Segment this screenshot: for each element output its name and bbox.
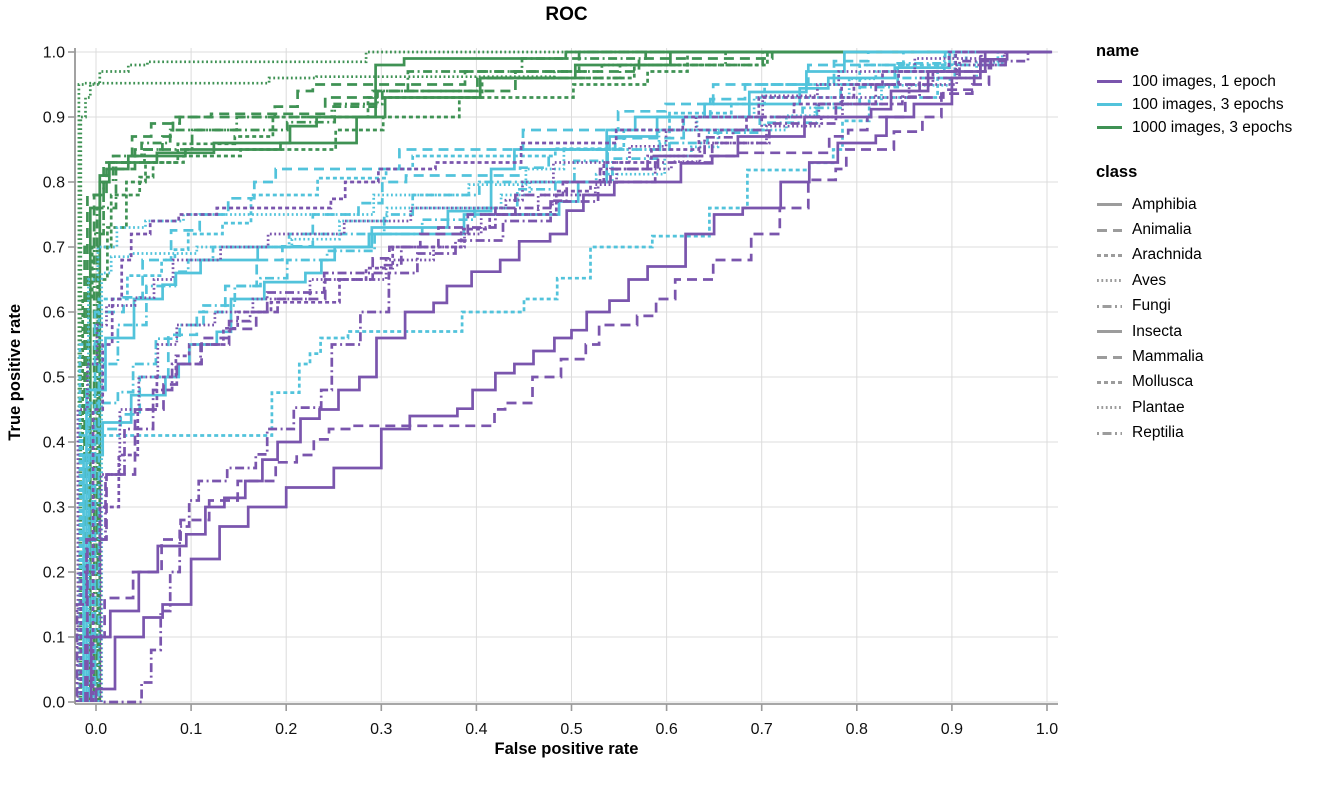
chart-title: ROC: [545, 4, 588, 25]
roc-curve: [77, 50, 1030, 702]
y-tick-label: 0.7: [43, 240, 65, 257]
legend-item-class: Amphibia: [1096, 192, 1336, 217]
roc-curve: [87, 50, 1041, 702]
legend-label: Insecta: [1132, 322, 1182, 340]
roc-curve: [81, 50, 1034, 702]
legend-item-name: 100 images, 1 epoch: [1096, 70, 1336, 93]
roc-curve: [94, 50, 1047, 702]
x-tick-label: 0.1: [180, 721, 202, 738]
legend-label: Reptilia: [1132, 424, 1184, 442]
legend: name 100 images, 1 epoch 100 images, 3 ep…: [1096, 42, 1336, 446]
legend-label: Aves: [1132, 271, 1167, 289]
legend-swatch-line: [1097, 406, 1122, 410]
x-tick-label: 0.0: [85, 721, 107, 738]
legend-item-name: 1000 images, 3 epochs: [1096, 116, 1336, 139]
legend-item-class: Mollusca: [1096, 370, 1336, 395]
y-axis-title-wrap: True positive rate: [6, 0, 25, 744]
roc-curve: [96, 50, 1049, 702]
legend-label: Amphibia: [1132, 195, 1197, 213]
legend-label: Mollusca: [1132, 373, 1194, 391]
x-tick-label: 0.8: [846, 721, 868, 738]
x-tick-label: 0.6: [655, 721, 677, 738]
x-axis-title: False positive rate: [494, 740, 639, 758]
legend-item-class: Mammalia: [1096, 344, 1336, 369]
roc-curve: [103, 50, 1055, 704]
roc-curve: [84, 50, 1037, 702]
legend-swatch-line: [1097, 330, 1122, 334]
legend-swatch-line: [1097, 279, 1122, 283]
legend-label: Animalia: [1132, 221, 1192, 239]
legend-label: 100 images, 1 epoch: [1132, 72, 1276, 90]
roc-curve: [89, 50, 1043, 702]
legend-item-name: 100 images, 3 epochs: [1096, 93, 1336, 116]
roc-curve: [86, 50, 1039, 702]
legend-class-items: Amphibia Animalia Arachnida Aves Fungi Insect…: [1096, 192, 1336, 446]
roc-curve: [76, 50, 1029, 702]
y-tick-label: 0.5: [43, 370, 65, 387]
legend-swatch-line: [1097, 380, 1122, 384]
y-tick-label: 0.4: [43, 435, 65, 452]
legend-item-class: Insecta: [1096, 319, 1336, 344]
y-tick-label: 0.1: [43, 630, 65, 647]
legend-item-class: Fungi: [1096, 294, 1336, 319]
legend-swatch-line: [1097, 253, 1122, 257]
roc-curve: [85, 50, 1038, 702]
legend-item-class: Arachnida: [1096, 243, 1336, 268]
legend-item-class: Aves: [1096, 268, 1336, 293]
legend-swatch-line: [1097, 203, 1122, 207]
roc-curve: [99, 50, 1052, 702]
roc-curve: [79, 50, 1032, 702]
legend-swatch-line: [1097, 431, 1122, 435]
y-tick-label: 0.3: [43, 500, 65, 517]
roc-curve: [93, 50, 1046, 702]
x-tick-label: 0.5: [560, 721, 582, 738]
x-tick-label: 0.3: [370, 721, 392, 738]
y-tick-label: 0.8: [43, 175, 65, 192]
x-tick-label: 0.7: [751, 721, 773, 738]
legend-item-class: Animalia: [1096, 217, 1336, 242]
roc-curve: [100, 50, 1053, 702]
legend-swatch-line: [1097, 228, 1122, 232]
roc-curve: [86, 50, 1039, 702]
legend-label: Mammalia: [1132, 348, 1204, 366]
y-tick-label: 0.6: [43, 305, 65, 322]
roc-curve: [75, 50, 1028, 702]
y-axis-title: True positive rate: [6, 303, 24, 441]
roc-curve: [98, 50, 1051, 702]
roc-curves: [75, 50, 1055, 704]
gridlines: [75, 48, 1058, 703]
roc-curve: [95, 50, 1048, 702]
axes: 0.0 0.1 0.2 0.3 0.4 0.5 0.6 0.7 0.8 0.9 1.0 0.0 0.1 0…: [43, 45, 1058, 739]
roc-curve: [80, 50, 1033, 702]
y-tick-label: 0.9: [43, 110, 65, 127]
legend-label: 1000 images, 3 epochs: [1132, 118, 1293, 136]
legend-swatch-line: [1097, 103, 1122, 106]
roc-curve: [97, 50, 1050, 702]
legend-item-class: Plantae: [1096, 395, 1336, 420]
legend-name-title: name: [1096, 42, 1140, 60]
y-tick-label: 1.0: [43, 45, 65, 62]
x-tick-label: 1.0: [1036, 721, 1058, 738]
legend-name-items: 100 images, 1 epoch 100 images, 3 epochs 1…: [1096, 70, 1336, 139]
x-tick-label: 0.4: [465, 721, 487, 738]
legend-item-class: Reptilia: [1096, 421, 1336, 446]
x-tick-label: 0.2: [275, 721, 297, 738]
legend-label: Arachnida: [1132, 246, 1202, 264]
roc-curve: [91, 50, 1045, 702]
legend-swatch-line: [1097, 80, 1122, 83]
legend-swatch-line: [1097, 304, 1122, 308]
legend-label: Plantae: [1132, 398, 1185, 416]
legend-label: 100 images, 3 epochs: [1132, 95, 1284, 113]
legend-swatch-line: [1097, 126, 1122, 129]
legend-class-title: class: [1096, 163, 1138, 181]
y-tick-label: 0.0: [43, 695, 65, 712]
legend-label: Fungi: [1132, 297, 1171, 315]
legend-swatch-line: [1097, 355, 1122, 359]
y-tick-label: 0.2: [43, 565, 65, 582]
x-tick-label: 0.9: [941, 721, 963, 738]
